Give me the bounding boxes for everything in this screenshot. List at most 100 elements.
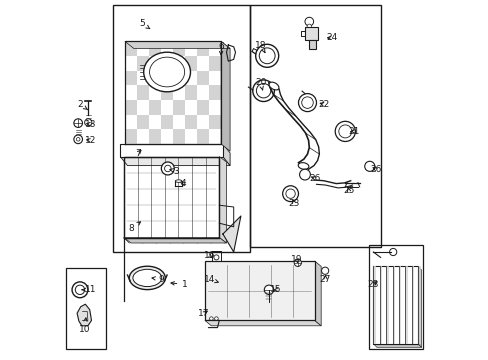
Polygon shape	[125, 100, 137, 115]
Polygon shape	[149, 100, 161, 115]
Polygon shape	[305, 27, 318, 40]
Polygon shape	[173, 71, 184, 85]
Polygon shape	[125, 129, 137, 144]
Text: 19: 19	[290, 255, 302, 264]
Circle shape	[301, 97, 313, 108]
Circle shape	[84, 119, 92, 126]
Circle shape	[282, 186, 298, 202]
Polygon shape	[209, 85, 221, 100]
Text: 11: 11	[82, 285, 96, 294]
Circle shape	[74, 119, 82, 127]
Polygon shape	[223, 144, 230, 166]
Polygon shape	[120, 144, 223, 157]
Polygon shape	[161, 85, 173, 100]
Polygon shape	[314, 261, 321, 326]
Polygon shape	[392, 266, 394, 344]
Polygon shape	[137, 115, 149, 129]
Bar	[249, 5, 381, 247]
Polygon shape	[197, 100, 209, 115]
Polygon shape	[137, 56, 149, 71]
Circle shape	[255, 44, 278, 67]
Polygon shape	[123, 238, 226, 243]
Text: 27: 27	[319, 274, 330, 284]
Circle shape	[74, 135, 82, 144]
Circle shape	[259, 48, 275, 64]
Ellipse shape	[175, 180, 182, 182]
Polygon shape	[223, 216, 241, 252]
Circle shape	[164, 165, 171, 172]
Circle shape	[75, 285, 84, 294]
Text: 13: 13	[85, 120, 96, 129]
Polygon shape	[161, 115, 173, 129]
Text: 25: 25	[343, 186, 354, 195]
Polygon shape	[120, 157, 230, 166]
Circle shape	[252, 80, 274, 102]
Polygon shape	[197, 129, 209, 144]
Polygon shape	[209, 56, 221, 71]
Polygon shape	[184, 115, 197, 129]
Polygon shape	[379, 266, 382, 344]
Text: 21: 21	[348, 127, 359, 136]
Text: 23: 23	[288, 199, 299, 208]
Polygon shape	[221, 41, 230, 151]
Polygon shape	[125, 71, 137, 85]
Polygon shape	[125, 41, 230, 49]
Text: 16: 16	[203, 251, 215, 260]
Circle shape	[364, 161, 374, 171]
Polygon shape	[173, 129, 184, 144]
Text: 7: 7	[135, 149, 141, 158]
Circle shape	[306, 24, 311, 28]
Circle shape	[298, 94, 316, 112]
Polygon shape	[161, 56, 173, 71]
Polygon shape	[417, 266, 420, 344]
Text: 6: 6	[218, 42, 224, 55]
Polygon shape	[149, 129, 161, 144]
Bar	[368, 245, 422, 349]
Text: 5: 5	[139, 19, 150, 29]
Circle shape	[161, 162, 174, 175]
Polygon shape	[137, 85, 149, 100]
Ellipse shape	[149, 57, 184, 87]
Text: 18: 18	[254, 40, 266, 53]
Circle shape	[389, 248, 396, 256]
Ellipse shape	[129, 266, 165, 289]
Circle shape	[285, 189, 295, 198]
Text: 1: 1	[171, 280, 187, 289]
Text: 24: 24	[325, 33, 337, 42]
Circle shape	[256, 84, 270, 98]
Circle shape	[72, 282, 88, 298]
Polygon shape	[308, 40, 315, 49]
Text: 22: 22	[318, 100, 329, 109]
Polygon shape	[173, 41, 184, 56]
Polygon shape	[373, 344, 421, 347]
Circle shape	[264, 285, 273, 294]
Polygon shape	[373, 266, 417, 344]
Text: 2: 2	[77, 100, 88, 110]
Polygon shape	[125, 41, 137, 56]
Polygon shape	[173, 100, 184, 115]
Circle shape	[338, 125, 351, 138]
Text: 26: 26	[369, 165, 381, 174]
Circle shape	[76, 138, 80, 141]
Circle shape	[214, 317, 218, 320]
Polygon shape	[77, 304, 91, 326]
Text: 4: 4	[180, 179, 186, 188]
Polygon shape	[204, 261, 314, 320]
Ellipse shape	[298, 163, 308, 169]
Polygon shape	[209, 115, 221, 129]
Text: 14: 14	[203, 274, 218, 284]
Polygon shape	[417, 266, 421, 347]
Polygon shape	[204, 320, 321, 326]
Polygon shape	[197, 41, 209, 56]
Bar	[113, 5, 249, 252]
Ellipse shape	[133, 269, 162, 287]
Circle shape	[299, 169, 310, 180]
Text: 28: 28	[367, 280, 378, 289]
Ellipse shape	[268, 82, 278, 90]
Text: 8: 8	[128, 222, 140, 233]
Polygon shape	[411, 266, 413, 344]
Polygon shape	[386, 266, 388, 344]
Circle shape	[305, 17, 313, 26]
Polygon shape	[184, 56, 197, 71]
Polygon shape	[149, 41, 161, 56]
